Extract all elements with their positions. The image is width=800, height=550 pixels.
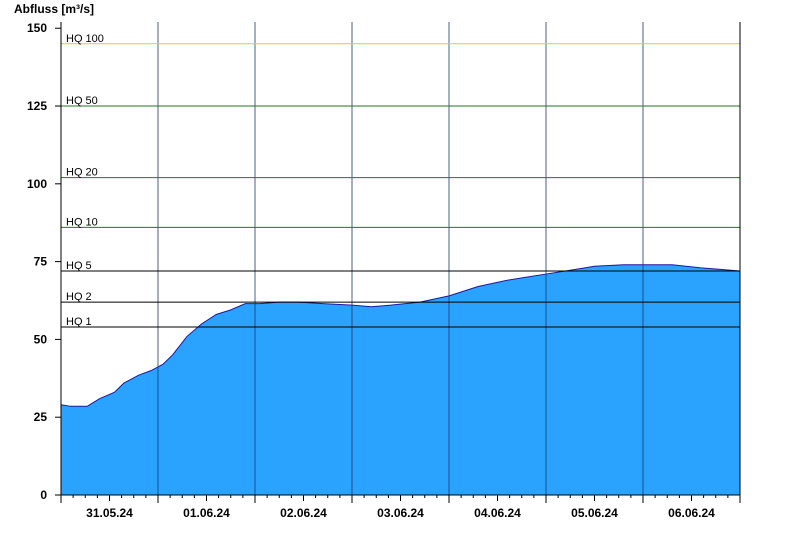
threshold-label: HQ 2: [66, 291, 92, 303]
x-tick-label: 04.06.24: [474, 506, 521, 520]
discharge-line: [60, 264, 741, 407]
x-tick-label: 06.06.24: [668, 506, 715, 520]
x-tick-label: 05.06.24: [571, 506, 618, 520]
y-tick-label: 75: [34, 255, 48, 269]
threshold-label: HQ 1: [66, 316, 92, 328]
discharge-area: [61, 264, 740, 495]
y-tick-label: 0: [40, 488, 47, 502]
threshold-label: HQ 100: [66, 33, 104, 45]
threshold-label: HQ 10: [66, 216, 98, 228]
threshold-label: HQ 50: [66, 95, 98, 107]
x-tick-label: 02.06.24: [280, 506, 327, 520]
plot-area: HQ 1 HQ 2 HQ 5 HQ 10 HQ 20 HQ 50 HQ 100 0 25 50 75…: [27, 21, 741, 520]
y-tick-label: 25: [34, 410, 48, 424]
threshold-label: HQ 20: [66, 167, 98, 179]
threshold-label: HQ 5: [66, 260, 92, 272]
y-axis-title: Abfluss [m³/s]: [14, 2, 94, 16]
x-tick-label: 01.06.24: [183, 506, 230, 520]
y-tick-label: 100: [27, 177, 47, 191]
y-tick-label: 50: [34, 332, 48, 346]
y-tick-label: 150: [27, 21, 47, 35]
y-tick-label: 125: [27, 99, 47, 113]
x-tick-label: 03.06.24: [377, 506, 424, 520]
x-tick-label: 31.05.24: [86, 506, 133, 520]
